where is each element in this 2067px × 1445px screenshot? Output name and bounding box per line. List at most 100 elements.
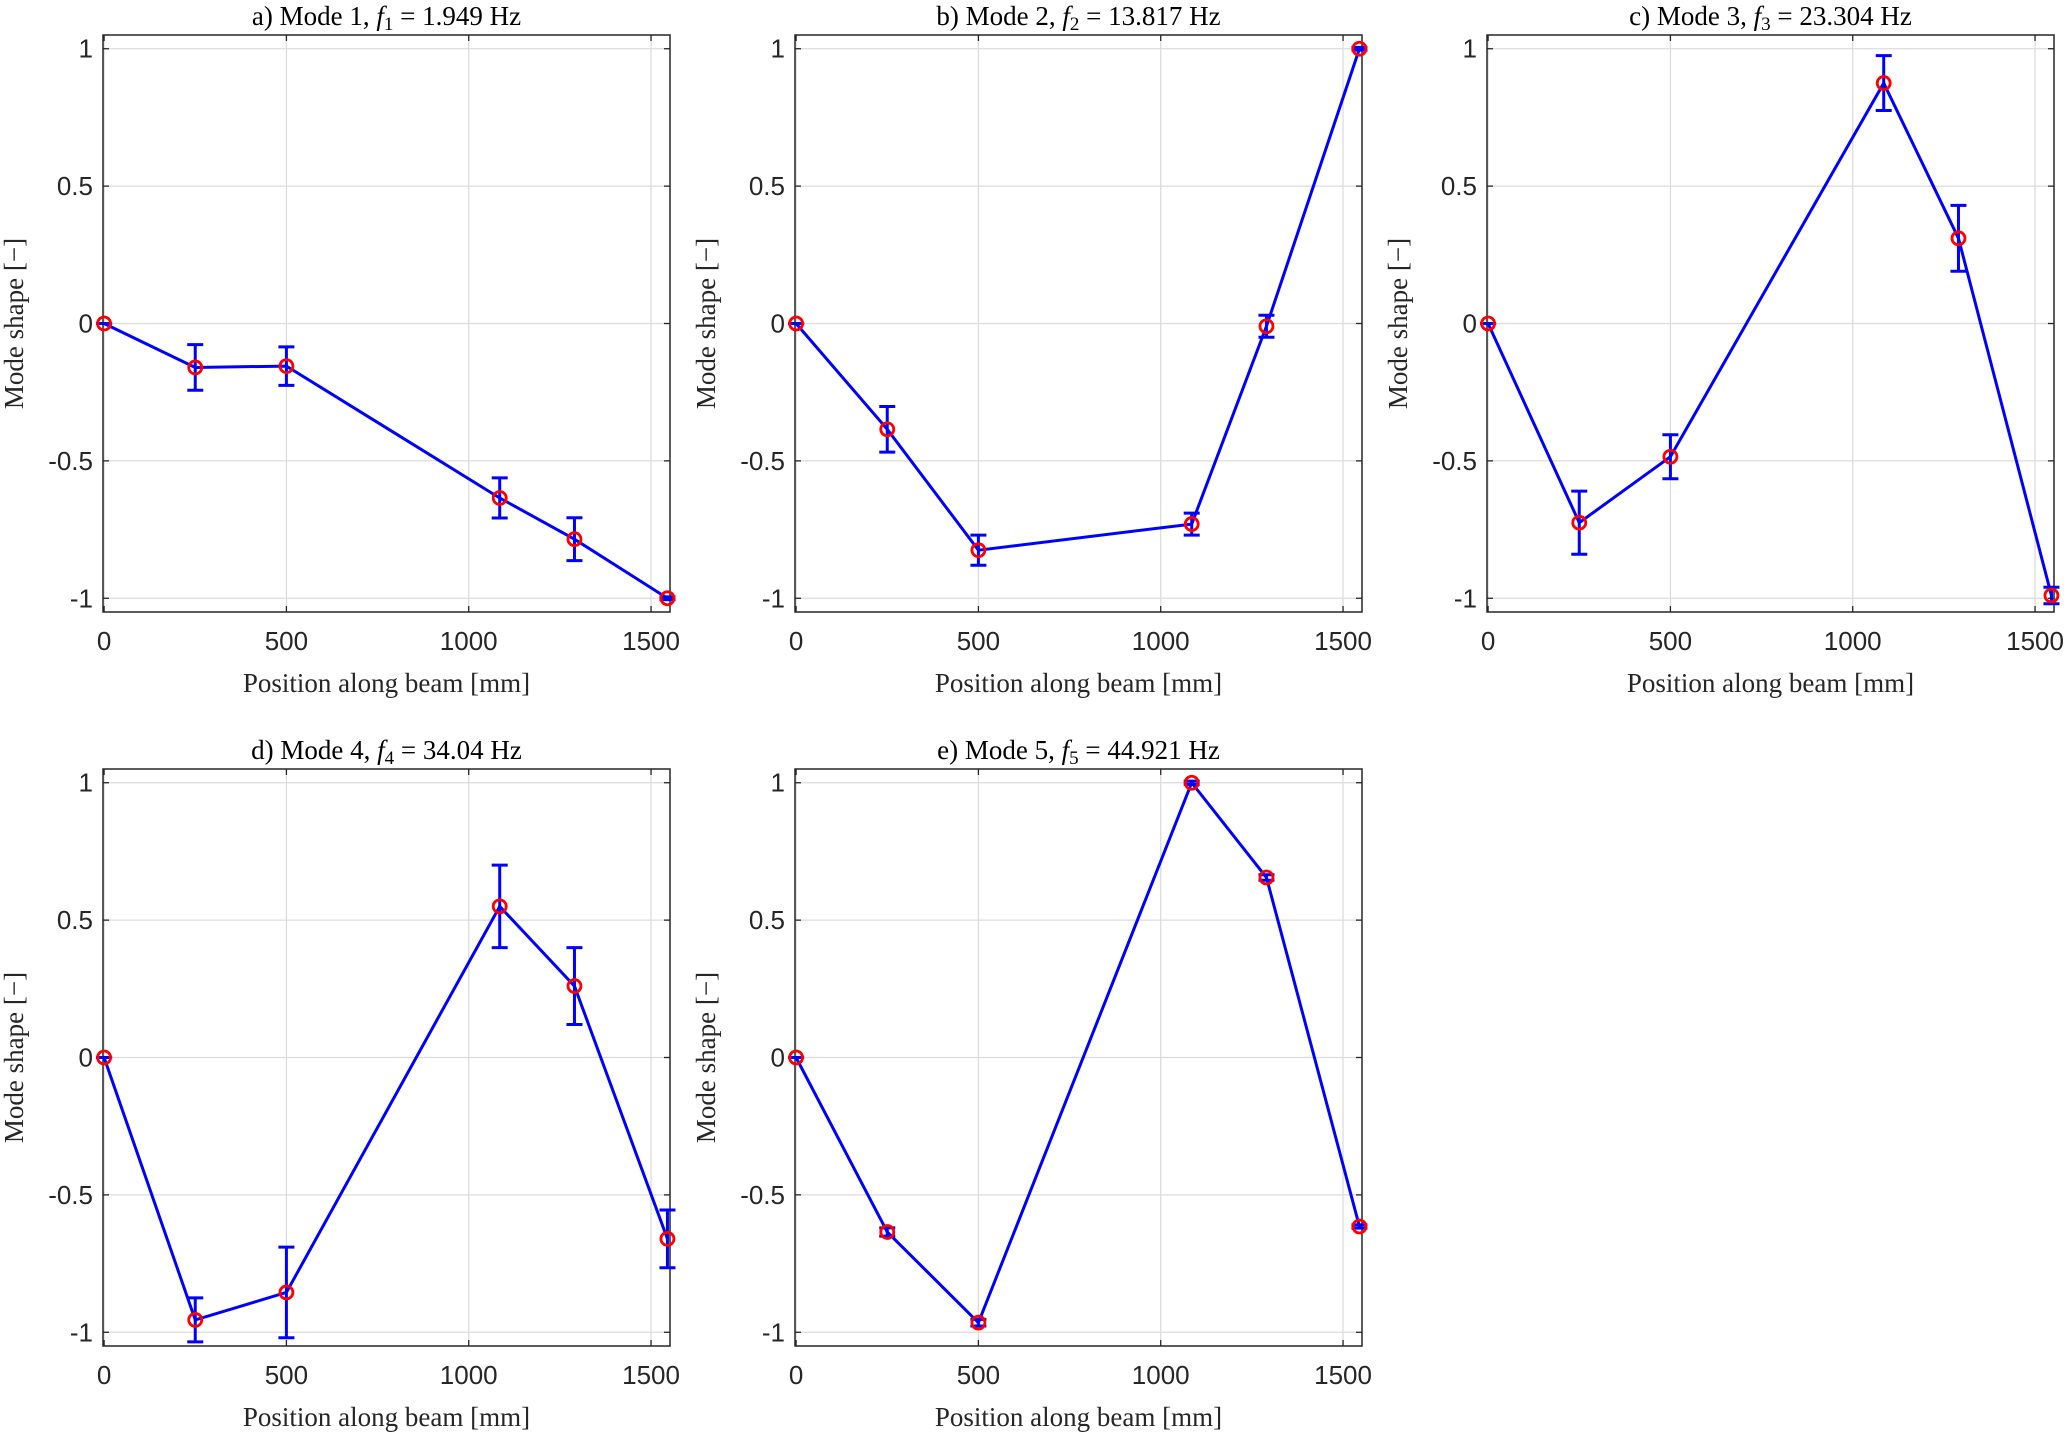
- y-tick-label: -1: [70, 1317, 93, 1347]
- y-tick-label: 1: [79, 768, 93, 798]
- data-point-marker: [659, 1230, 676, 1247]
- error-bar: [187, 1296, 204, 1344]
- title-subscript: 5: [1069, 748, 1079, 769]
- y-tick-label: 0: [771, 309, 785, 339]
- title-f: f: [1062, 735, 1073, 765]
- data-point-marker: [566, 531, 583, 548]
- y-tick-label: 0.5: [749, 905, 785, 935]
- data-point-marker: [1183, 516, 1200, 532]
- y-tick-label: -1: [762, 1317, 785, 1347]
- data-point-marker: [491, 490, 508, 506]
- y-tick-label: -1: [1454, 583, 1477, 613]
- x-tick-label: 1500: [1314, 1360, 1372, 1390]
- x-tick-label: 1000: [1132, 1360, 1190, 1390]
- data-point-marker: [1950, 230, 1967, 247]
- x-tick-label: 1000: [440, 1360, 498, 1390]
- y-tick-label: 1: [771, 34, 785, 64]
- title-f: f: [377, 735, 388, 765]
- title-suffix: = 1.949 Hz: [393, 1, 521, 31]
- title-prefix: a) Mode 1,: [252, 1, 376, 31]
- error-bar: [1875, 54, 1892, 113]
- data-point-marker: [1662, 448, 1679, 465]
- x-axis-label: Position along beam [mm]: [243, 668, 530, 698]
- error-bar: [1662, 433, 1679, 481]
- mode-shape-line: [102, 903, 669, 1322]
- y-tick-label: -0.5: [740, 446, 785, 476]
- x-tick-label: 1000: [440, 626, 498, 656]
- data-point-marker: [788, 315, 804, 332]
- data-point-marker: [1258, 318, 1275, 335]
- data-point-marker: [788, 1049, 804, 1066]
- y-tick-label: 1: [79, 34, 93, 64]
- error-bar: [970, 533, 987, 567]
- title-prefix: b) Mode 2,: [936, 1, 1062, 31]
- data-point-marker: [1183, 774, 1200, 791]
- title-f: f: [376, 1, 387, 31]
- x-tick-label: 500: [957, 626, 1000, 656]
- data-point-marker: [970, 1314, 987, 1331]
- error-bar: [187, 343, 204, 392]
- y-axis-label: Mode shape [−]: [1383, 238, 1413, 409]
- y-tick-label: 0: [79, 1043, 93, 1073]
- data-point-marker: [879, 421, 896, 438]
- subplot-1: 0 500 1000 1500-1-0.500.51a) Mode 1, f1 = 1…: [0, 1, 680, 698]
- title-prefix: d) Mode 4,: [251, 735, 377, 765]
- y-tick-label: 0.5: [57, 171, 93, 201]
- x-tick-label: 0: [789, 626, 803, 656]
- x-axis-label: Position along beam [mm]: [243, 1402, 530, 1432]
- x-axis-label: Position along beam [mm]: [1627, 668, 1914, 698]
- y-axis-label: Mode shape [−]: [691, 238, 721, 409]
- x-tick-label: 0: [97, 1360, 111, 1390]
- y-tick-label: 1: [1463, 34, 1477, 64]
- y-axis-label: Mode shape [−]: [0, 238, 29, 409]
- data-point-marker: [1351, 1218, 1368, 1235]
- title-subscript: 4: [385, 748, 395, 769]
- y-tick-label: -0.5: [48, 1180, 93, 1210]
- data-point-marker: [566, 978, 583, 994]
- error-bar: [1950, 203, 1967, 273]
- title-prefix: e) Mode 5,: [937, 735, 1061, 765]
- x-tick-label: 1500: [1314, 626, 1372, 656]
- x-tick-label: 0: [789, 1360, 803, 1390]
- data-point-marker: [278, 1284, 295, 1301]
- y-tick-label: -1: [70, 583, 93, 613]
- error-bar: [566, 516, 583, 563]
- x-tick-label: 500: [265, 1360, 308, 1390]
- data-point-marker: [1258, 869, 1275, 886]
- x-axis-label: Position along beam [mm]: [935, 668, 1222, 698]
- y-tick-label: 0.5: [1441, 171, 1477, 201]
- error-bar: [879, 404, 896, 454]
- error-bar: [491, 476, 508, 520]
- subplot-title: a) Mode 1, f1 = 1.949 Hz: [252, 1, 521, 35]
- data-point-marker: [2043, 587, 2060, 604]
- title-suffix: = 23.304 Hz: [1771, 1, 1912, 31]
- subplot-title: e) Mode 5, f5 = 44.921 Hz: [937, 735, 1220, 769]
- y-tick-label: -1: [762, 583, 785, 613]
- mode-shape-line: [794, 48, 1361, 552]
- data-point-marker: [879, 1224, 896, 1240]
- data-point-marker: [491, 898, 508, 915]
- y-tick-label: 0: [771, 1043, 785, 1073]
- data-point-marker: [970, 542, 987, 559]
- data-point-marker: [1480, 315, 1496, 332]
- y-tick-label: 0: [1463, 309, 1477, 339]
- y-tick-label: 0.5: [57, 905, 93, 935]
- subplot-title: c) Mode 3, f3 = 23.304 Hz: [1629, 1, 1912, 35]
- title-f: f: [1754, 1, 1765, 31]
- y-tick-label: 1: [771, 768, 785, 798]
- data-point-marker: [1571, 514, 1588, 531]
- x-tick-label: 500: [957, 1360, 1000, 1390]
- title-subscript: 2: [1070, 14, 1080, 35]
- mode-shape-line: [1486, 79, 2053, 596]
- error-bar: [491, 863, 508, 950]
- y-axis-label: Mode shape [−]: [691, 972, 721, 1143]
- y-tick-label: 0: [79, 309, 93, 339]
- y-axis-label: Mode shape [−]: [0, 972, 29, 1143]
- y-tick-label: -0.5: [740, 1180, 785, 1210]
- y-tick-label: 0.5: [749, 171, 785, 201]
- title-prefix: c) Mode 3,: [1629, 1, 1753, 31]
- data-point-marker: [278, 358, 295, 374]
- data-point-marker: [96, 1049, 112, 1066]
- subplot-title: d) Mode 4, f4 = 34.04 Hz: [251, 735, 522, 769]
